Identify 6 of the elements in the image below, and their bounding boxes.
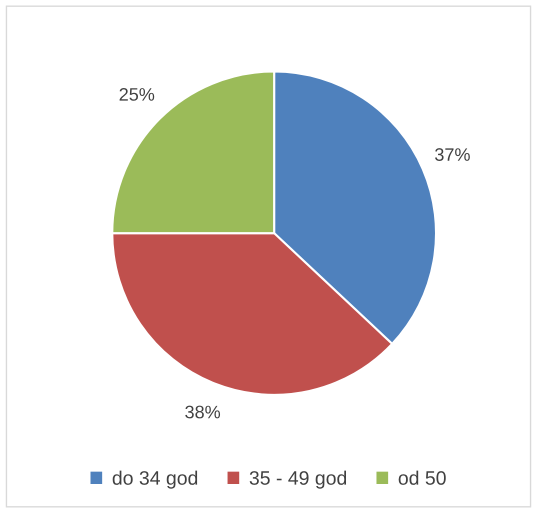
legend-label: do 34 god	[112, 470, 198, 489]
data-label: 25%	[120, 88, 154, 101]
data-label: 38%	[185, 406, 220, 418]
legend-label: 35 - 49 god	[250, 470, 346, 489]
data-label: 37%	[435, 148, 470, 161]
legend-label: od 50	[398, 470, 446, 485]
